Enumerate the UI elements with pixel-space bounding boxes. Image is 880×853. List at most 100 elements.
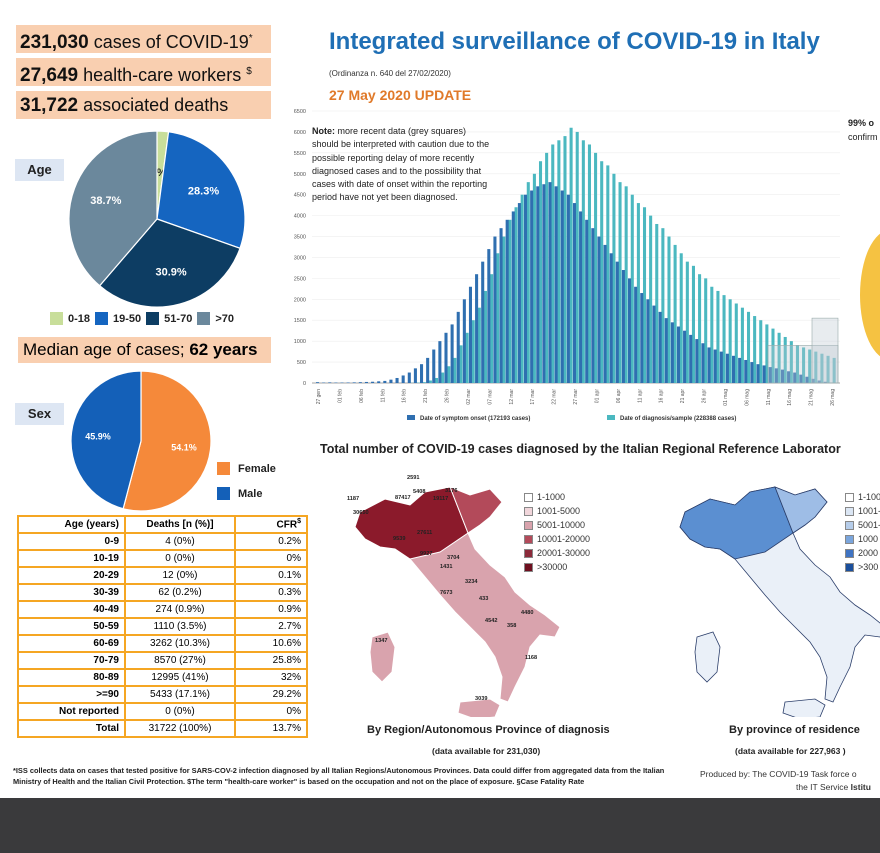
map-legend-item: 20001-30000: [524, 546, 590, 560]
deaths-cell: 12 (0%): [124, 566, 236, 585]
x-tick-label: 12 mar: [509, 389, 515, 405]
bar-diagnosis: [496, 253, 500, 383]
table-row: 40-49 274 (0.9%) 0.9%: [17, 600, 308, 619]
northern-regions: [354, 486, 469, 560]
bar-diagnosis: [753, 316, 757, 383]
bar-diagnosis: [581, 140, 585, 383]
bar-diagnosis: [618, 182, 622, 383]
x-tick-label: 21 mag: [809, 389, 815, 406]
male-swatch: [217, 487, 230, 500]
bar-onset: [572, 203, 576, 383]
table-row: >=90 5433 (17.1%) 29.2%: [17, 685, 308, 704]
age-pie-chart: 2.1%28.3%30.9%38.7%: [68, 130, 246, 308]
legend-swatch: [524, 562, 533, 572]
x-tick-label: 02 mar: [466, 389, 472, 405]
region-map-legend: 1-1000 1001-5000 5001-10000 10001-20000 2000…: [524, 490, 590, 574]
legend-swatch-70plus: [197, 312, 211, 325]
infographic-sheet: 231,030 cases of COVID-19* 27,649 health…: [0, 0, 880, 798]
legend-label: 0-18: [68, 312, 91, 325]
bar-diagnosis: [557, 140, 561, 383]
y-tick-label: 6000: [294, 130, 306, 136]
bar-diagnosis: [600, 161, 604, 383]
age-cell: >=90: [17, 685, 126, 704]
bar-onset: [505, 219, 509, 383]
sardinia: [694, 631, 721, 683]
legend-swatch: [845, 562, 854, 572]
bar-onset: [413, 368, 417, 383]
bar-diagnosis: [551, 144, 555, 383]
y-tick-label: 2000: [294, 297, 306, 303]
legend-label: 1001-5000: [537, 506, 581, 516]
province-map-legend: 1-100 1001- 5001- 1000 2000 >300: [845, 490, 880, 574]
bar-onset: [383, 380, 387, 383]
legend-swatch: [845, 492, 854, 502]
bar-onset: [823, 381, 827, 383]
bar-diagnosis: [832, 357, 836, 383]
epidemic-curve-chart: 0 500 1000 1500 2000 2500 3000 3500 4000 4500 5000…: [294, 109, 840, 422]
y-tick-label: 6500: [294, 109, 306, 115]
map-legend-item: >300: [845, 560, 880, 574]
bar-onset: [358, 382, 362, 383]
map-legend-item: 1-100: [845, 490, 880, 504]
table-row: 70-79 8570 (27%) 25.8%: [17, 651, 308, 670]
x-tick-label: 22 mar: [552, 389, 558, 405]
age-label: Age: [15, 159, 64, 181]
health-care-workers-kpi: 27,649 health-care workers $: [16, 58, 271, 86]
bar-diagnosis: [746, 311, 751, 383]
bar-diagnosis: [422, 382, 426, 383]
region-count-label: 4542: [485, 618, 497, 624]
cfr-cell: 32%: [234, 668, 308, 687]
pie-slice-3: [68, 130, 158, 287]
bar-onset: [450, 324, 454, 383]
update-date: 27 May 2020 UPDATE: [329, 87, 472, 103]
table-row: 60-69 3262 (10.3%) 10.6%: [17, 634, 308, 653]
bar-diagnosis: [777, 332, 781, 383]
cfr-cell: 29.2%: [234, 685, 308, 704]
pie-slice-0: [122, 370, 212, 512]
median-age: Median age of cases; 62 years: [18, 337, 271, 363]
bar-onset: [811, 378, 815, 383]
deaths-cell: 1110 (3.5%): [124, 617, 236, 636]
bar-diagnosis: [477, 307, 481, 383]
cfr-table-body: 0-9 4 (0%) 0.2% 10-19 0 (0%) 0% 20-29 12 (0%) 0.…: [17, 532, 308, 738]
x-tick-label: 01 mag: [723, 389, 729, 406]
bar-onset: [689, 334, 693, 383]
right-panel-shape: [860, 230, 880, 360]
bar-onset: [695, 339, 699, 383]
legend-swatch-diagnosis: [607, 415, 615, 420]
legend-label: >30000: [537, 562, 568, 572]
region-count-label: 1347: [375, 638, 387, 644]
bar-onset: [676, 326, 680, 383]
bar-diagnosis: [630, 194, 634, 383]
north-east-regions: [449, 486, 503, 534]
x-tick-label: 16 mag: [787, 389, 793, 406]
map-legend-item: >30000: [524, 560, 590, 574]
bar-onset: [793, 372, 797, 383]
bar-diagnosis: [428, 380, 432, 383]
x-tick-label: 16 feb: [402, 389, 408, 403]
legend-female: Female: [217, 462, 276, 475]
y-tick-label: 4500: [294, 193, 306, 199]
x-tick-label: 06 apr: [616, 389, 622, 404]
sicily: [782, 698, 826, 717]
bottom-bar: [0, 798, 880, 853]
map-legend-item: 2000: [845, 546, 880, 560]
bar-onset: [511, 211, 515, 383]
region-count-label: 9927: [420, 551, 432, 557]
bar-onset: [744, 359, 748, 383]
bar-diagnosis: [434, 377, 439, 383]
y-tick-label: 1000: [294, 339, 306, 345]
region-count-label: 7673: [440, 590, 452, 596]
legend-label: 19-50: [113, 312, 142, 325]
bar-onset: [732, 355, 736, 383]
x-tick-label: 21 feb: [423, 389, 429, 403]
x-tick-label: 11 mag: [766, 389, 772, 406]
bar-diagnosis: [441, 372, 445, 383]
bar-onset: [524, 194, 528, 383]
bar-diagnosis: [814, 351, 818, 383]
bar-onset: [328, 382, 332, 383]
bar-onset: [719, 351, 723, 383]
x-tick-label: 16 apr: [659, 389, 665, 404]
region-count-label: 9539: [393, 536, 405, 542]
bar-diagnosis: [532, 173, 536, 383]
